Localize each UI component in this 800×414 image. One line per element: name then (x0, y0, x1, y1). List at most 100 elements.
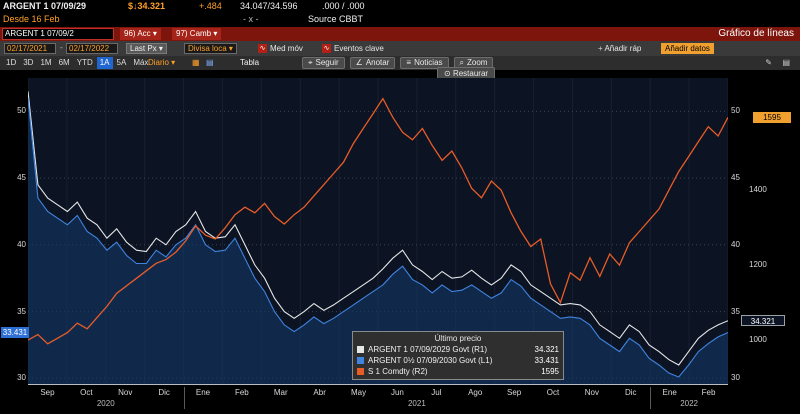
tool-seguir[interactable]: ⌖ Seguir (302, 57, 345, 69)
price-change: +.484 (199, 1, 222, 11)
range-tab-1a[interactable]: 1A (96, 57, 113, 69)
price-chart[interactable] (28, 78, 728, 385)
legend-row: ARGENT 1 07/09/2029 Govt (R1) 34.321 (357, 344, 559, 355)
x-axis-month-label: Feb (701, 388, 716, 397)
add-quick-label: Añadir ráp (604, 44, 642, 53)
restore-icon: ⊙ (444, 69, 451, 78)
tool-label: Anotar (365, 58, 390, 67)
plus-icon: + (598, 44, 603, 53)
moving-average-label: Med móv (270, 44, 303, 53)
chevron-down-icon: ▾ (171, 58, 176, 67)
legend-row: S 1 Comdty (R2) 1595 (357, 366, 559, 377)
chart-type-icon[interactable]: ▦ (192, 58, 200, 67)
restore-label: Restaurar (452, 69, 489, 78)
pencil-icon[interactable]: ✎ (765, 58, 772, 67)
tool-noticias[interactable]: ≡ Noticias (400, 57, 449, 69)
chevron-down-icon: ▾ (152, 29, 157, 38)
range-tabs: 1D 3D 1M 6M YTD 1A 5A Máx (3, 57, 152, 69)
date-from-input[interactable]: 02/17/2021 (4, 43, 56, 54)
yield-values: .000 / .000 (322, 1, 365, 11)
add-data-button[interactable]: Añadir datos (661, 43, 714, 54)
x-axis-month-label: Ene (662, 388, 677, 397)
series-name: S 1 Comdty (R2) (368, 367, 428, 376)
x-axis-month-label: Sep (40, 388, 55, 397)
x-axis-month-label: Ago (468, 388, 483, 397)
chevron-down-icon: ▾ (158, 44, 163, 53)
x-axis-month-label: Mar (273, 388, 288, 397)
range-toolbar: 1D 3D 1M 6M YTD 1A 5A Máx Diario ▾ ▦ ▤ Tabla ⌖ S… (0, 56, 800, 70)
actions-menu-label: 96) Acc (124, 29, 151, 38)
moving-average-icon: ∿ (258, 44, 267, 54)
currency-label: Divisa loca (188, 44, 227, 53)
x-axis-year-label: 2021 (407, 399, 426, 408)
range-tab-1d[interactable]: 1D (6, 58, 17, 67)
x-axis-month-label: Nov (584, 388, 599, 397)
series-line (28, 97, 728, 378)
quote-bar: ARGENT 1 07/09/29 $↓34.321 +.484 34.047/… (0, 0, 800, 27)
key-events-icon: ∿ (322, 44, 331, 54)
bid-ask: 34.047/34.596 (240, 1, 298, 11)
x-axis-month-label: Jul (431, 388, 442, 397)
x-axis-month-label: Jun (390, 388, 404, 397)
right-axis-bond-tick: 35 (731, 306, 740, 316)
x-axis-month-label: Oct (80, 388, 93, 397)
date-to-input[interactable]: 02/17/2022 (66, 43, 118, 54)
range-tab-1m[interactable]: 1M (40, 58, 52, 67)
series-line (28, 91, 728, 366)
x-axis-year-label: 2020 (96, 399, 115, 408)
x-axis-month-label: May (350, 388, 367, 397)
security-name: ARGENT 1 07/09/29 (3, 1, 87, 11)
right-axis-bond-tick: 30 (731, 373, 740, 383)
legend-title: Último precio (434, 334, 482, 343)
security-input[interactable]: ARGENT 1 07/09/2 (2, 28, 114, 40)
actions-menu-button[interactable]: 96) Acc ▾ (120, 28, 161, 40)
tool-label: Seguir (315, 58, 339, 67)
series-last-price: 1595 (541, 367, 559, 376)
x-axis-month-label: Nov (118, 388, 133, 397)
x-axis-month-label: Oct (546, 388, 560, 397)
range-tab-6m[interactable]: 6M (58, 58, 70, 67)
x-axis-month-label: Abr (313, 388, 326, 397)
price-field-dropdown[interactable]: Last Px ▾ (126, 43, 167, 54)
mid-indicator: - x - (243, 14, 259, 24)
panel-icon[interactable]: ▤ (206, 58, 214, 67)
currency-dropdown[interactable]: Divisa loca ▾ (184, 43, 237, 54)
series-swatch (357, 357, 364, 364)
key-events-toggle[interactable]: ∿ Eventos clave (322, 43, 384, 54)
series-line (28, 97, 728, 345)
source-label: Source CBBT (308, 14, 364, 24)
range-tab-5a[interactable]: 5A (116, 58, 127, 67)
period-dropdown[interactable]: Diario ▾ (148, 58, 175, 67)
x-axis-year-label: 2022 (680, 399, 698, 408)
chart-settings-bar: 02/17/2021 - 02/17/2022 Last Px ▾ Divisa… (0, 41, 800, 56)
zoom-icon: ⌕ (459, 58, 464, 67)
moving-average-toggle[interactable]: ∿ Med móv (258, 43, 303, 54)
series-last-price: 34.321 (534, 345, 559, 354)
range-tab-ytd[interactable]: YTD (76, 58, 93, 67)
table-button[interactable]: Tabla (240, 58, 260, 67)
period-label: Diario (148, 58, 169, 67)
left-axis-tick: 45 (17, 173, 26, 183)
seguir-icon: ⌖ (308, 58, 313, 67)
tool-anotar[interactable]: ∠ Anotar (349, 57, 396, 69)
change-menu-button[interactable]: 97) Camb ▾ (172, 28, 222, 40)
right-axis-comdty-tick: 1000 (749, 335, 767, 345)
noticias-icon: ≡ (406, 58, 412, 67)
add-quick-button[interactable]: + Añadir ráp (598, 43, 641, 54)
year-separator (650, 387, 652, 409)
left-axis-tick: 30 (17, 373, 26, 383)
chevron-down-icon: ▾ (213, 29, 218, 38)
last-price: $↓34.321 (128, 1, 166, 11)
right-axis-comdty-tick: 1400 (749, 185, 767, 195)
range-tab-mx[interactable]: Máx (133, 58, 149, 67)
left-axis-tick: 35 (17, 306, 26, 316)
anotar-icon: ∠ (355, 58, 363, 67)
x-axis-month-label: Sep (506, 388, 522, 397)
x-axis-month-label: Dic (158, 388, 170, 397)
series-last-price: 33.431 (534, 356, 559, 365)
range-tab-3d[interactable]: 3D (23, 58, 34, 67)
tool-label: Noticias (414, 58, 443, 67)
legend-row: ARGENT 0½ 07/09/2030 Govt (L1) 33.431 (357, 355, 559, 366)
layout-icon[interactable]: ▤ (782, 58, 790, 67)
